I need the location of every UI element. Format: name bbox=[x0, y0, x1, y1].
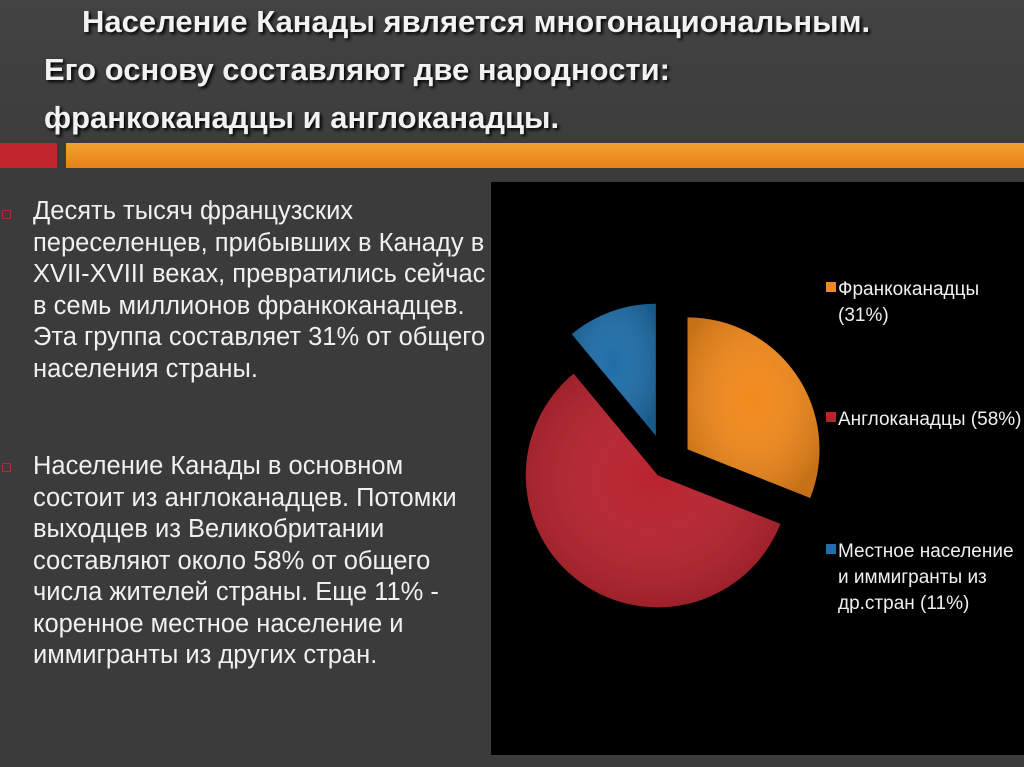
title-line-2: Его основу составляют две народности: bbox=[44, 52, 670, 87]
accent-bar-red bbox=[0, 143, 57, 168]
pie-slice-shade bbox=[525, 373, 781, 608]
paragraph-french: Десять тысяч французских переселенцев, п… bbox=[33, 197, 486, 383]
accent-bar-orange bbox=[66, 143, 1024, 168]
pie-chart-panel: Франкоканадцы (31%) Англоканадцы (58%) Мес… bbox=[491, 182, 1024, 755]
pie-chart bbox=[525, 303, 820, 608]
bullet-icon bbox=[2, 463, 11, 472]
title-bar: Население Канады является многонациональ… bbox=[0, 0, 1024, 140]
pie-slice-shade bbox=[687, 317, 820, 498]
title-line-3: франкоканадцы и англоканадцы. bbox=[44, 100, 560, 135]
legend-swatch bbox=[826, 412, 836, 422]
legend-swatch bbox=[826, 544, 836, 554]
legend-label: Франкоканадцы (31%) bbox=[838, 279, 980, 326]
legend-label: Англоканадцы (58%) bbox=[838, 409, 1022, 430]
paragraph-english: Население Канады в основном состоит из а… bbox=[33, 452, 457, 669]
legend-label: Местное население и иммигранты из др.стр… bbox=[838, 541, 1014, 614]
title-line-1: Население Канады является многонациональ… bbox=[82, 4, 871, 39]
legend-swatch bbox=[826, 282, 836, 292]
pie-slice-shade bbox=[571, 303, 656, 436]
bullet-icon bbox=[2, 210, 11, 219]
